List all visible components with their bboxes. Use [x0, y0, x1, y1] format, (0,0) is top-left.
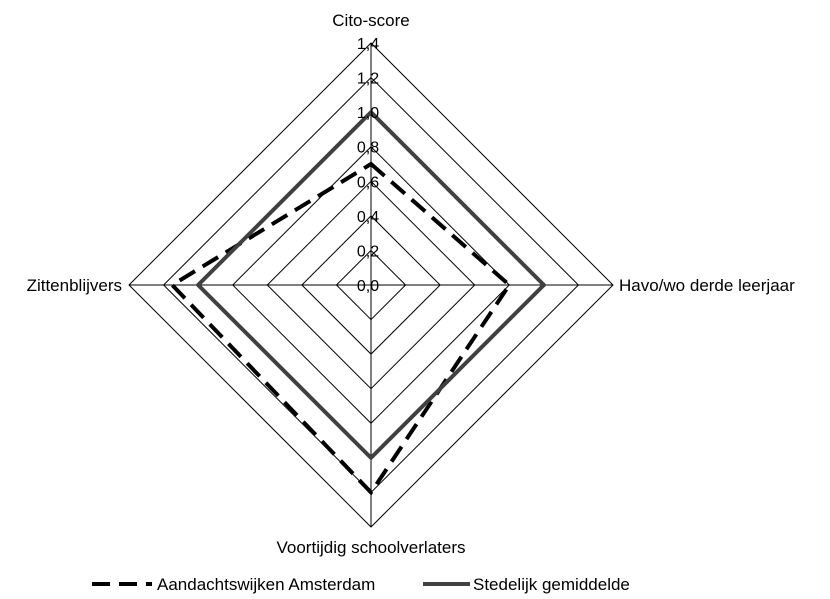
- tick-label-2: 0,4: [357, 209, 379, 226]
- legend-label-stedelijk: Stedelijk gemiddelde: [473, 575, 630, 594]
- axis-label-zittenblijvers: Zittenblijvers: [27, 276, 122, 295]
- radar-axes: [129, 43, 613, 527]
- tick-label-3: 0,6: [357, 174, 379, 191]
- tick-label-5: 1,0: [357, 105, 379, 122]
- tick-label-6: 1,2: [357, 71, 379, 88]
- series-line-1: [195, 109, 547, 461]
- legend-label-aandachtswijken: Aandachtswijken Amsterdam: [157, 575, 375, 594]
- tick-label-0: 0,0: [357, 278, 379, 295]
- axis-label-voortijdig-schoolverlaters: Voortijdig schoolverlaters: [277, 538, 466, 557]
- series-line-0: [169, 161, 512, 496]
- axis-label-havo-wo: Havo/wo derde leerjaar: [619, 276, 795, 295]
- radar-series: [169, 109, 547, 496]
- axis-label-cito-score: Cito-score: [332, 11, 409, 30]
- tick-label-4: 0,8: [357, 140, 379, 157]
- tick-label-7: 1,4: [357, 36, 379, 53]
- legend: Aandachtswijken Amsterdam Stedelijk gemi…: [92, 575, 630, 594]
- radar-tick-labels: 0,0 0,2 0,4 0,6 0,8 1,0 1,2 1,4: [357, 36, 379, 295]
- tick-label-1: 0,2: [357, 243, 379, 260]
